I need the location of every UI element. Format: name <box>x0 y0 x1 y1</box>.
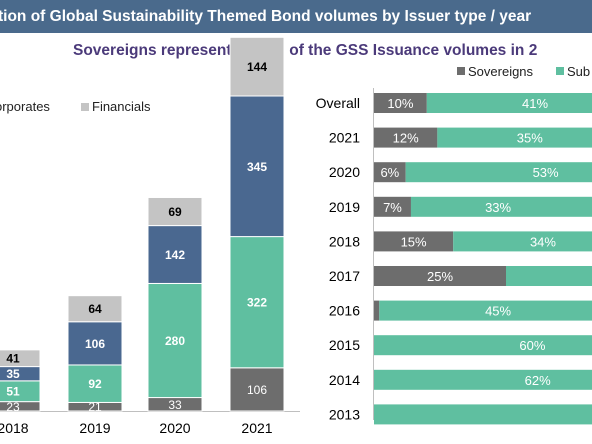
y-tick-label-2021: 2021 <box>329 130 360 146</box>
bar-segment-financials-2021 <box>229 36 285 97</box>
x-tick-label-2020: 2020 <box>159 420 190 436</box>
data-label-sovereigns-2020: 6% <box>380 165 399 180</box>
x-tick-label-2019: 2019 <box>79 420 110 436</box>
data-label-supranationals-2019: 92 <box>88 377 102 391</box>
data-label-financials-2019: 64 <box>88 302 102 316</box>
data-label-supranationals-2015: 60% <box>519 338 545 353</box>
bar-segment-supranationals-2020 <box>147 282 203 399</box>
bar-segment-supranationals-2019 <box>67 364 123 403</box>
data-label-corporates-2020: 142 <box>165 248 185 262</box>
bar-supranationals-2020 <box>405 162 592 183</box>
data-label-sovereigns-2020: 33 <box>168 398 182 412</box>
data-label-supranationals-2021: 322 <box>247 296 267 310</box>
data-label-supranationals-2014: 62% <box>525 373 551 388</box>
y-tick-label-2014: 2014 <box>329 372 360 388</box>
legend-label-financials: Financials <box>92 99 151 114</box>
horizontal-share-chart: Sovereigns Sub Overall 10% 41% 2021 12% 35% 2020… <box>316 64 592 425</box>
data-label-sovereigns-2019: 7% <box>383 200 402 215</box>
data-label-sovereigns-2018: 15% <box>401 234 427 249</box>
bar-supranationals-Overall <box>426 93 592 113</box>
data-label-sovereigns-2019: 21 <box>88 400 102 414</box>
data-label-sovereigns-2018: 23 <box>6 400 20 414</box>
bar-supranationals-2017 <box>506 266 592 286</box>
data-label-supranationals-Overall: 41% <box>522 96 548 111</box>
bar-supranationals-2013 <box>374 404 592 425</box>
chart-title-bar: tion of Global Sustainability Themed Bon… <box>0 0 592 33</box>
bar-segment-financials-2019 <box>67 295 123 323</box>
bar-supranationals-2014 <box>374 369 592 390</box>
bar-segment-corporates-2019 <box>67 321 123 366</box>
y-tick-label-2017: 2017 <box>329 268 360 284</box>
chart-subtitle: Sovereigns represented 12% of the GSS Is… <box>73 42 538 59</box>
data-label-supranationals-2019: 33% <box>485 200 511 215</box>
bar-sovereigns-2021 <box>374 127 438 148</box>
bar-supranationals-2015 <box>374 335 592 356</box>
data-label-corporates-2019: 106 <box>85 337 105 351</box>
legend-swatch-sovereigns <box>457 67 465 75</box>
x-tick-label-2018: 2018 <box>0 420 29 436</box>
bar-sovereigns-2019 <box>374 196 411 217</box>
bar-sovereigns-2017 <box>374 266 506 286</box>
data-label-supranationals-2016: 45% <box>485 304 511 319</box>
data-label-financials-2021: 144 <box>247 60 267 74</box>
y-tick-label-Overall: Overall <box>316 95 360 111</box>
data-label-sovereigns-2021: 106 <box>247 383 267 397</box>
y-tick-label-2019: 2019 <box>329 199 360 215</box>
x-tick-label-2021: 2021 <box>241 420 272 436</box>
legend-label-supranationals: Sub <box>567 64 590 79</box>
bar-sovereigns-Overall <box>374 93 427 113</box>
bar-supranationals-2019 <box>410 196 592 217</box>
bar-segment-corporates-2021 <box>229 95 285 238</box>
data-label-corporates-2018: 35 <box>6 367 20 381</box>
chart-title: tion of Global Sustainability Themed Bon… <box>0 8 532 25</box>
legend-label-sovereigns: Sovereigns <box>468 64 534 79</box>
data-label-financials-2020: 69 <box>168 205 182 219</box>
bar-supranationals-2018 <box>453 231 592 252</box>
data-label-sovereigns-2021: 12% <box>393 131 419 146</box>
y-tick-label-2018: 2018 <box>329 233 360 249</box>
bar-segment-financials-2020 <box>147 196 203 227</box>
y-tick-label-2013: 2013 <box>329 406 360 422</box>
data-label-supranationals-2018: 34% <box>530 234 556 249</box>
bar-supranationals-2016 <box>379 300 592 321</box>
data-label-supranationals-2018: 51 <box>6 385 20 399</box>
y-tick-label-2015: 2015 <box>329 337 360 353</box>
bar-supranationals-2021 <box>437 127 592 148</box>
bar-sovereigns-2016 <box>374 300 380 321</box>
bar-sovereigns-2020 <box>374 162 406 183</box>
data-label-supranationals-2020: 53% <box>533 165 559 180</box>
y-tick-label-2020: 2020 <box>329 164 360 180</box>
data-label-sovereigns-Overall: 10% <box>387 96 413 111</box>
bar-segment-supranationals-2021 <box>229 236 285 369</box>
legend-label-corporates: orporates <box>0 99 50 114</box>
legend-swatch-financials <box>81 103 89 111</box>
data-label-financials-2018: 41 <box>6 352 20 366</box>
legend-swatch-supranationals <box>556 67 564 75</box>
bar-sovereigns-2018 <box>374 231 454 252</box>
bar-segment-financials-2018 <box>0 349 41 368</box>
data-label-sovereigns-2017: 25% <box>427 269 453 284</box>
bar-segment-sovereigns-2021 <box>229 367 285 412</box>
data-label-supranationals-2020: 280 <box>165 334 185 348</box>
data-label-supranationals-2021: 35% <box>517 131 543 146</box>
y-tick-label-2016: 2016 <box>329 303 360 319</box>
data-label-corporates-2021: 345 <box>247 160 267 174</box>
